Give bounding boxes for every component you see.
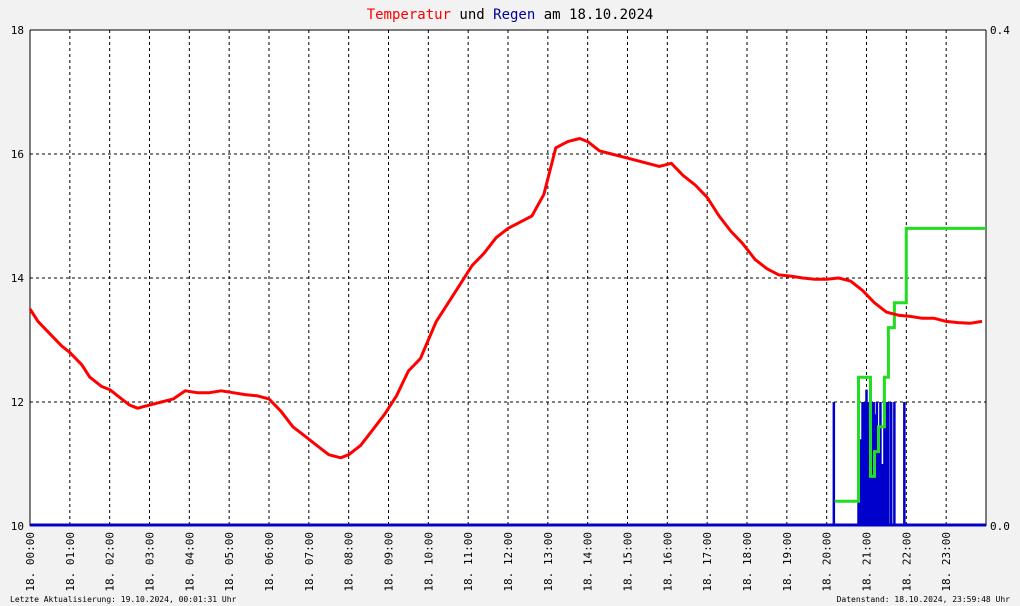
rain-cumulative-line [834,226,986,503]
y-tick-label-left: 14 [11,272,25,285]
x-tick-label: 18. 12:00 [502,532,515,592]
x-tick-label: 18. 20:00 [821,532,834,592]
x-tick-label: 18. 11:00 [462,532,475,592]
title-temperatur: Temperatur [367,7,451,23]
x-tick-label: 18. 07:00 [303,532,316,592]
x-tick-label: 18. 23:00 [940,532,953,592]
title-und: und [451,7,493,23]
last-update-text: Letzte Aktualisierung: 19.10.2024, 00:01… [10,595,237,604]
ticks: 18. 00:00 18. 01:00 18. 02:00 18. 03:00 18. … [11,24,1010,592]
x-tick-label: 18. 17:00 [701,532,714,592]
y-tick-label-right: 0.4 [990,24,1010,37]
x-tick-label: 18. 06:00 [263,532,276,592]
x-tick-label: 18. 21:00 [861,532,874,592]
x-tick-label: 18. 05:00 [223,532,236,592]
x-tick-label: 18. 18:00 [741,532,754,592]
x-tick-label: 18. 04:00 [183,532,196,592]
title-date: am 18.10.2024 [535,7,653,23]
x-tick-label: 18. 08:00 [343,532,356,592]
y-tick-label-left: 10 [11,520,24,533]
series-layer [28,137,986,527]
x-tick-label: 18. 15:00 [622,532,635,592]
temperature-line [28,137,983,460]
x-tick-label: 18. 10:00 [422,532,435,592]
x-tick-label: 18. 02:00 [104,532,117,592]
x-tick-label: 18. 01:00 [64,532,77,592]
x-tick-label: 18. 09:00 [383,532,396,592]
y-tick-label-left: 18 [11,24,24,37]
y-tick-label-left: 16 [11,148,24,161]
y-tick-label-left: 12 [11,396,24,409]
x-tick-label: 18. 00:00 [24,532,37,592]
x-tick-label: 18. 16:00 [661,532,674,592]
x-tick-label: 18. 03:00 [144,532,157,592]
chart-title: Temperatur und Regen am 18.10.2024 [367,7,654,23]
x-tick-label: 18. 13:00 [542,532,555,592]
data-status-text: Datenstand: 18.10.2024, 23:59:48 Uhr [836,595,1010,604]
title-regen: Regen [493,7,535,23]
x-tick-label: 18. 19:00 [781,532,794,592]
y-tick-label-right: 0.0 [990,520,1010,533]
x-tick-label: 18. 14:00 [582,532,595,592]
x-tick-label: 18. 22:00 [900,532,913,592]
